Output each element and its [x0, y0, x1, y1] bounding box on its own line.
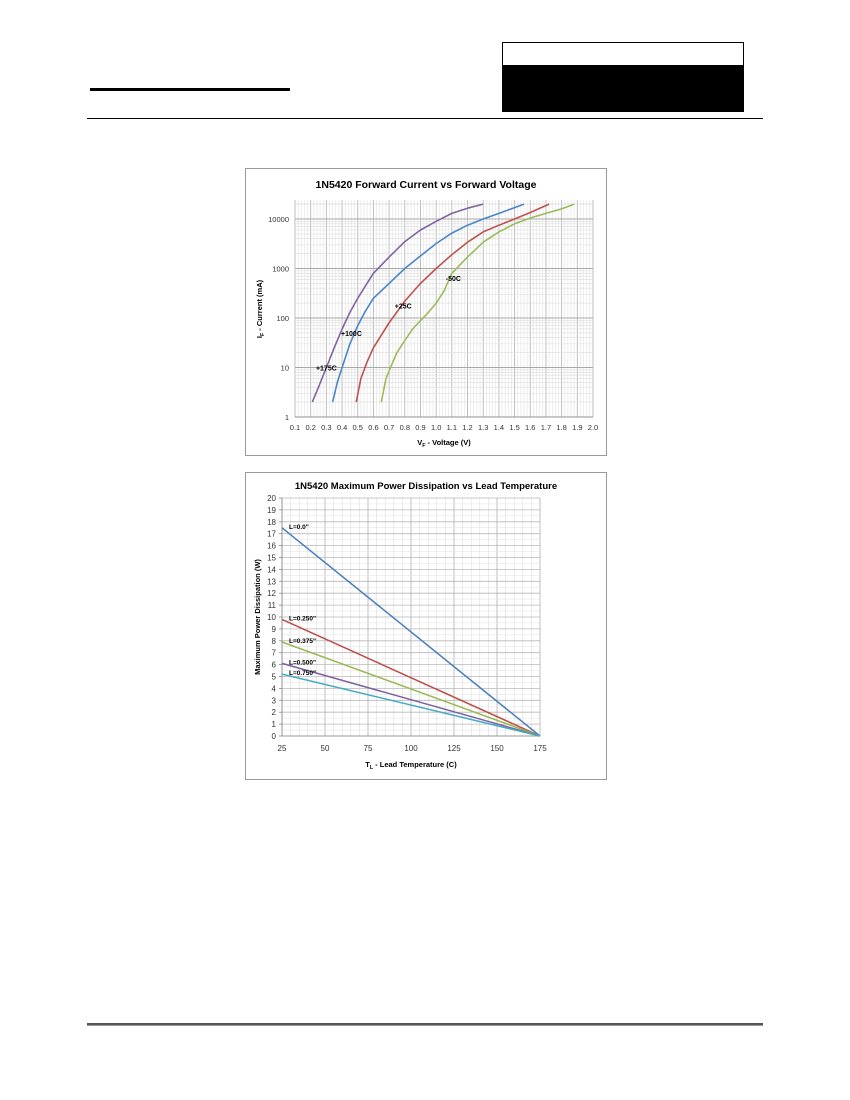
axis-title: Maximum Power Dissipation (W)	[253, 559, 262, 675]
axis-title: IF - Current (mA)	[255, 279, 266, 338]
x-tick-label: 0.9	[415, 423, 425, 432]
x-tick-label: 1.1	[447, 423, 457, 432]
series-line	[281, 618, 541, 737]
x-tick-label: 1.0	[431, 423, 441, 432]
y-tick-label: 3	[272, 696, 277, 705]
x-tick-label: 75	[364, 744, 373, 753]
y-tick-label: 11	[268, 601, 277, 610]
y-tick-label: 4	[272, 684, 277, 693]
y-tick-label: 100	[276, 314, 289, 323]
series-label: L=0.375"	[289, 638, 316, 645]
forward-current-chart-svg: 1N5420 Forward Current vs Forward Voltag…	[255, 179, 598, 449]
x-tick-label: 50	[321, 744, 330, 753]
y-tick-label: 15	[267, 554, 276, 563]
series-label: -50C	[446, 276, 461, 283]
y-tick-label: 8	[272, 637, 277, 646]
chart-title: 1N5420 Maximum Power Dissipation vs Lead…	[295, 481, 557, 492]
gridlines	[279, 497, 541, 737]
x-tick-label: 25	[278, 744, 287, 753]
series-line	[281, 662, 541, 737]
axis-title: TL - Lead Temperature (C)	[365, 760, 457, 771]
y-tick-label: 17	[267, 530, 276, 539]
chart-title: 1N5420 Forward Current vs Forward Voltag…	[316, 179, 537, 191]
x-tick-label: 0.7	[384, 423, 394, 432]
forward-current-chart: 1N5420 Forward Current vs Forward Voltag…	[245, 168, 607, 456]
x-tick-label: 1.7	[541, 423, 551, 432]
series-label: +25C	[395, 303, 412, 310]
series-line	[355, 203, 550, 403]
x-tick-label: 1.5	[509, 423, 519, 432]
power-dissipation-chart-svg: 1N5420 Maximum Power Dissipation vs Lead…	[253, 481, 557, 771]
x-tick-label: 0.5	[353, 423, 363, 432]
axis-title: VF - Voltage (V)	[417, 438, 471, 449]
series-label: L=0.750"	[289, 670, 316, 677]
x-tick-label: 0.8	[400, 423, 410, 432]
x-tick-label: 0.4	[337, 423, 347, 432]
x-tick-label: 1.9	[572, 423, 582, 432]
series-line	[281, 673, 541, 737]
x-tick-label: 1.4	[494, 423, 504, 432]
x-tick-label: 150	[490, 744, 504, 753]
y-tick-label: 14	[267, 565, 276, 574]
y-tick-label: 6	[272, 661, 277, 670]
x-tick-label: 175	[533, 744, 547, 753]
y-tick-label: 5	[272, 673, 277, 682]
x-tick-label: 125	[447, 744, 461, 753]
header-rule	[87, 118, 763, 119]
x-tick-label: 0.3	[321, 423, 331, 432]
y-tick-label: 10000	[268, 215, 289, 224]
series-label: L=0.250"	[289, 615, 316, 622]
y-tick-label: 12	[267, 589, 276, 598]
y-tick-label: 10	[267, 613, 276, 622]
x-tick-label: 0.2	[305, 423, 315, 432]
y-tick-label: 1000	[272, 265, 289, 274]
y-tick-label: 16	[267, 542, 276, 551]
y-tick-label: 1	[272, 720, 277, 729]
y-tick-label: 18	[267, 518, 276, 527]
x-tick-label: 100	[404, 744, 418, 753]
series-line	[331, 203, 525, 403]
gridlines	[294, 200, 594, 418]
series-label: +100C	[341, 331, 362, 338]
series-label: L=0.0"	[289, 524, 309, 531]
power-dissipation-chart: 1N5420 Maximum Power Dissipation vs Lead…	[245, 472, 607, 780]
x-tick-label: 0.1	[290, 423, 300, 432]
header-title-box	[502, 42, 744, 112]
header-title-box-fill	[503, 65, 743, 111]
y-tick-label: 13	[267, 577, 276, 586]
y-tick-label: 10	[281, 364, 289, 373]
footer-rule	[87, 1023, 763, 1026]
y-tick-label: 0	[272, 732, 277, 741]
series-label: +175C	[316, 366, 337, 373]
x-tick-label: 1.8	[556, 423, 566, 432]
header-rule-short	[90, 88, 290, 91]
y-tick-label: 20	[267, 494, 276, 503]
y-tick-label: 7	[272, 649, 277, 658]
x-tick-label: 2.0	[588, 423, 598, 432]
y-tick-label: 9	[272, 625, 277, 634]
x-tick-label: 1.3	[478, 423, 488, 432]
series-line	[281, 527, 541, 737]
series-line	[311, 203, 484, 403]
x-tick-label: 0.6	[368, 423, 378, 432]
series-line	[380, 203, 575, 403]
series-label: L=0.500"	[289, 659, 316, 666]
x-tick-label: 1.6	[525, 423, 535, 432]
y-tick-label: 19	[267, 506, 276, 515]
x-tick-label: 1.2	[462, 423, 472, 432]
series-line	[281, 641, 541, 737]
y-tick-label: 2	[272, 708, 277, 717]
y-tick-label: 1	[285, 413, 289, 422]
